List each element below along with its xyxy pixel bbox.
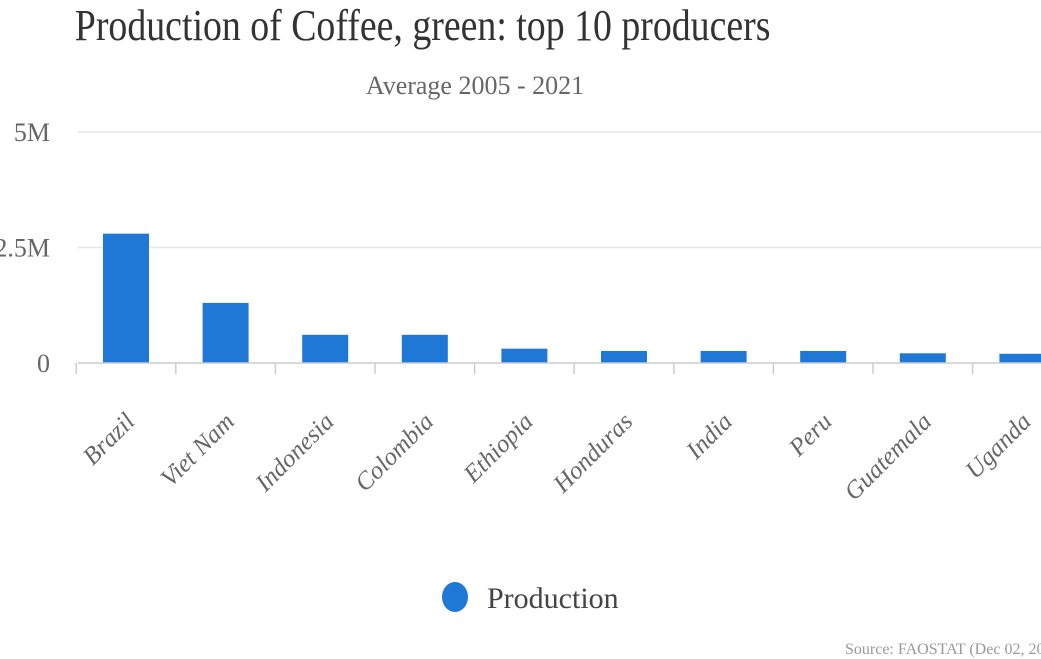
x-tick-label: India — [681, 408, 738, 465]
x-tick-label: Brazil — [78, 408, 140, 470]
x-tick-label: Viet Nam — [156, 408, 240, 492]
bar-guatemala[interactable] — [899, 353, 946, 363]
x-tick-label: Honduras — [548, 408, 639, 499]
x-tick-label: Guatemala — [839, 408, 937, 506]
x-axis-tick-labels: Brazil Viet Nam Indonesia Colombia Ethiopia H… — [78, 408, 1037, 506]
chart-title: Production of Coffee, green: top 10 prod… — [75, 0, 771, 49]
grid-lines — [78, 131, 1041, 249]
bar-india[interactable] — [700, 350, 747, 363]
bar-indonesia[interactable] — [302, 334, 349, 363]
bar-peru[interactable] — [800, 350, 847, 363]
bar-honduras[interactable] — [601, 350, 647, 363]
source-credit[interactable]: Source: FAOSTAT (Dec 02, 20 — [845, 641, 1041, 658]
bar-viet-nam[interactable] — [202, 302, 249, 363]
legend[interactable]: Production — [442, 582, 619, 615]
bars — [103, 233, 1041, 363]
bar-uganda[interactable] — [999, 353, 1041, 363]
x-tick-label: Uganda — [961, 408, 1037, 484]
x-axis-ticks — [75, 363, 974, 374]
y-tick-label: 2.5M — [0, 234, 50, 263]
y-axis-tick-labels: 0 2.5M 5M — [0, 118, 50, 378]
chart-subtitle: Average 2005 - 2021 — [366, 71, 584, 100]
x-tick-label: Indonesia — [250, 408, 340, 498]
x-tick-label: Colombia — [350, 408, 439, 497]
x-tick-label: Peru — [783, 408, 837, 462]
bar-brazil[interactable] — [103, 233, 149, 363]
legend-label-production[interactable]: Production — [487, 582, 619, 615]
y-tick-label: 5M — [14, 118, 50, 147]
x-tick-label: Ethiopia — [458, 408, 539, 489]
bar-ethiopia[interactable] — [501, 348, 548, 363]
bar-colombia[interactable] — [401, 334, 448, 363]
y-tick-label: 0 — [37, 349, 50, 378]
legend-marker-production[interactable] — [442, 582, 468, 612]
